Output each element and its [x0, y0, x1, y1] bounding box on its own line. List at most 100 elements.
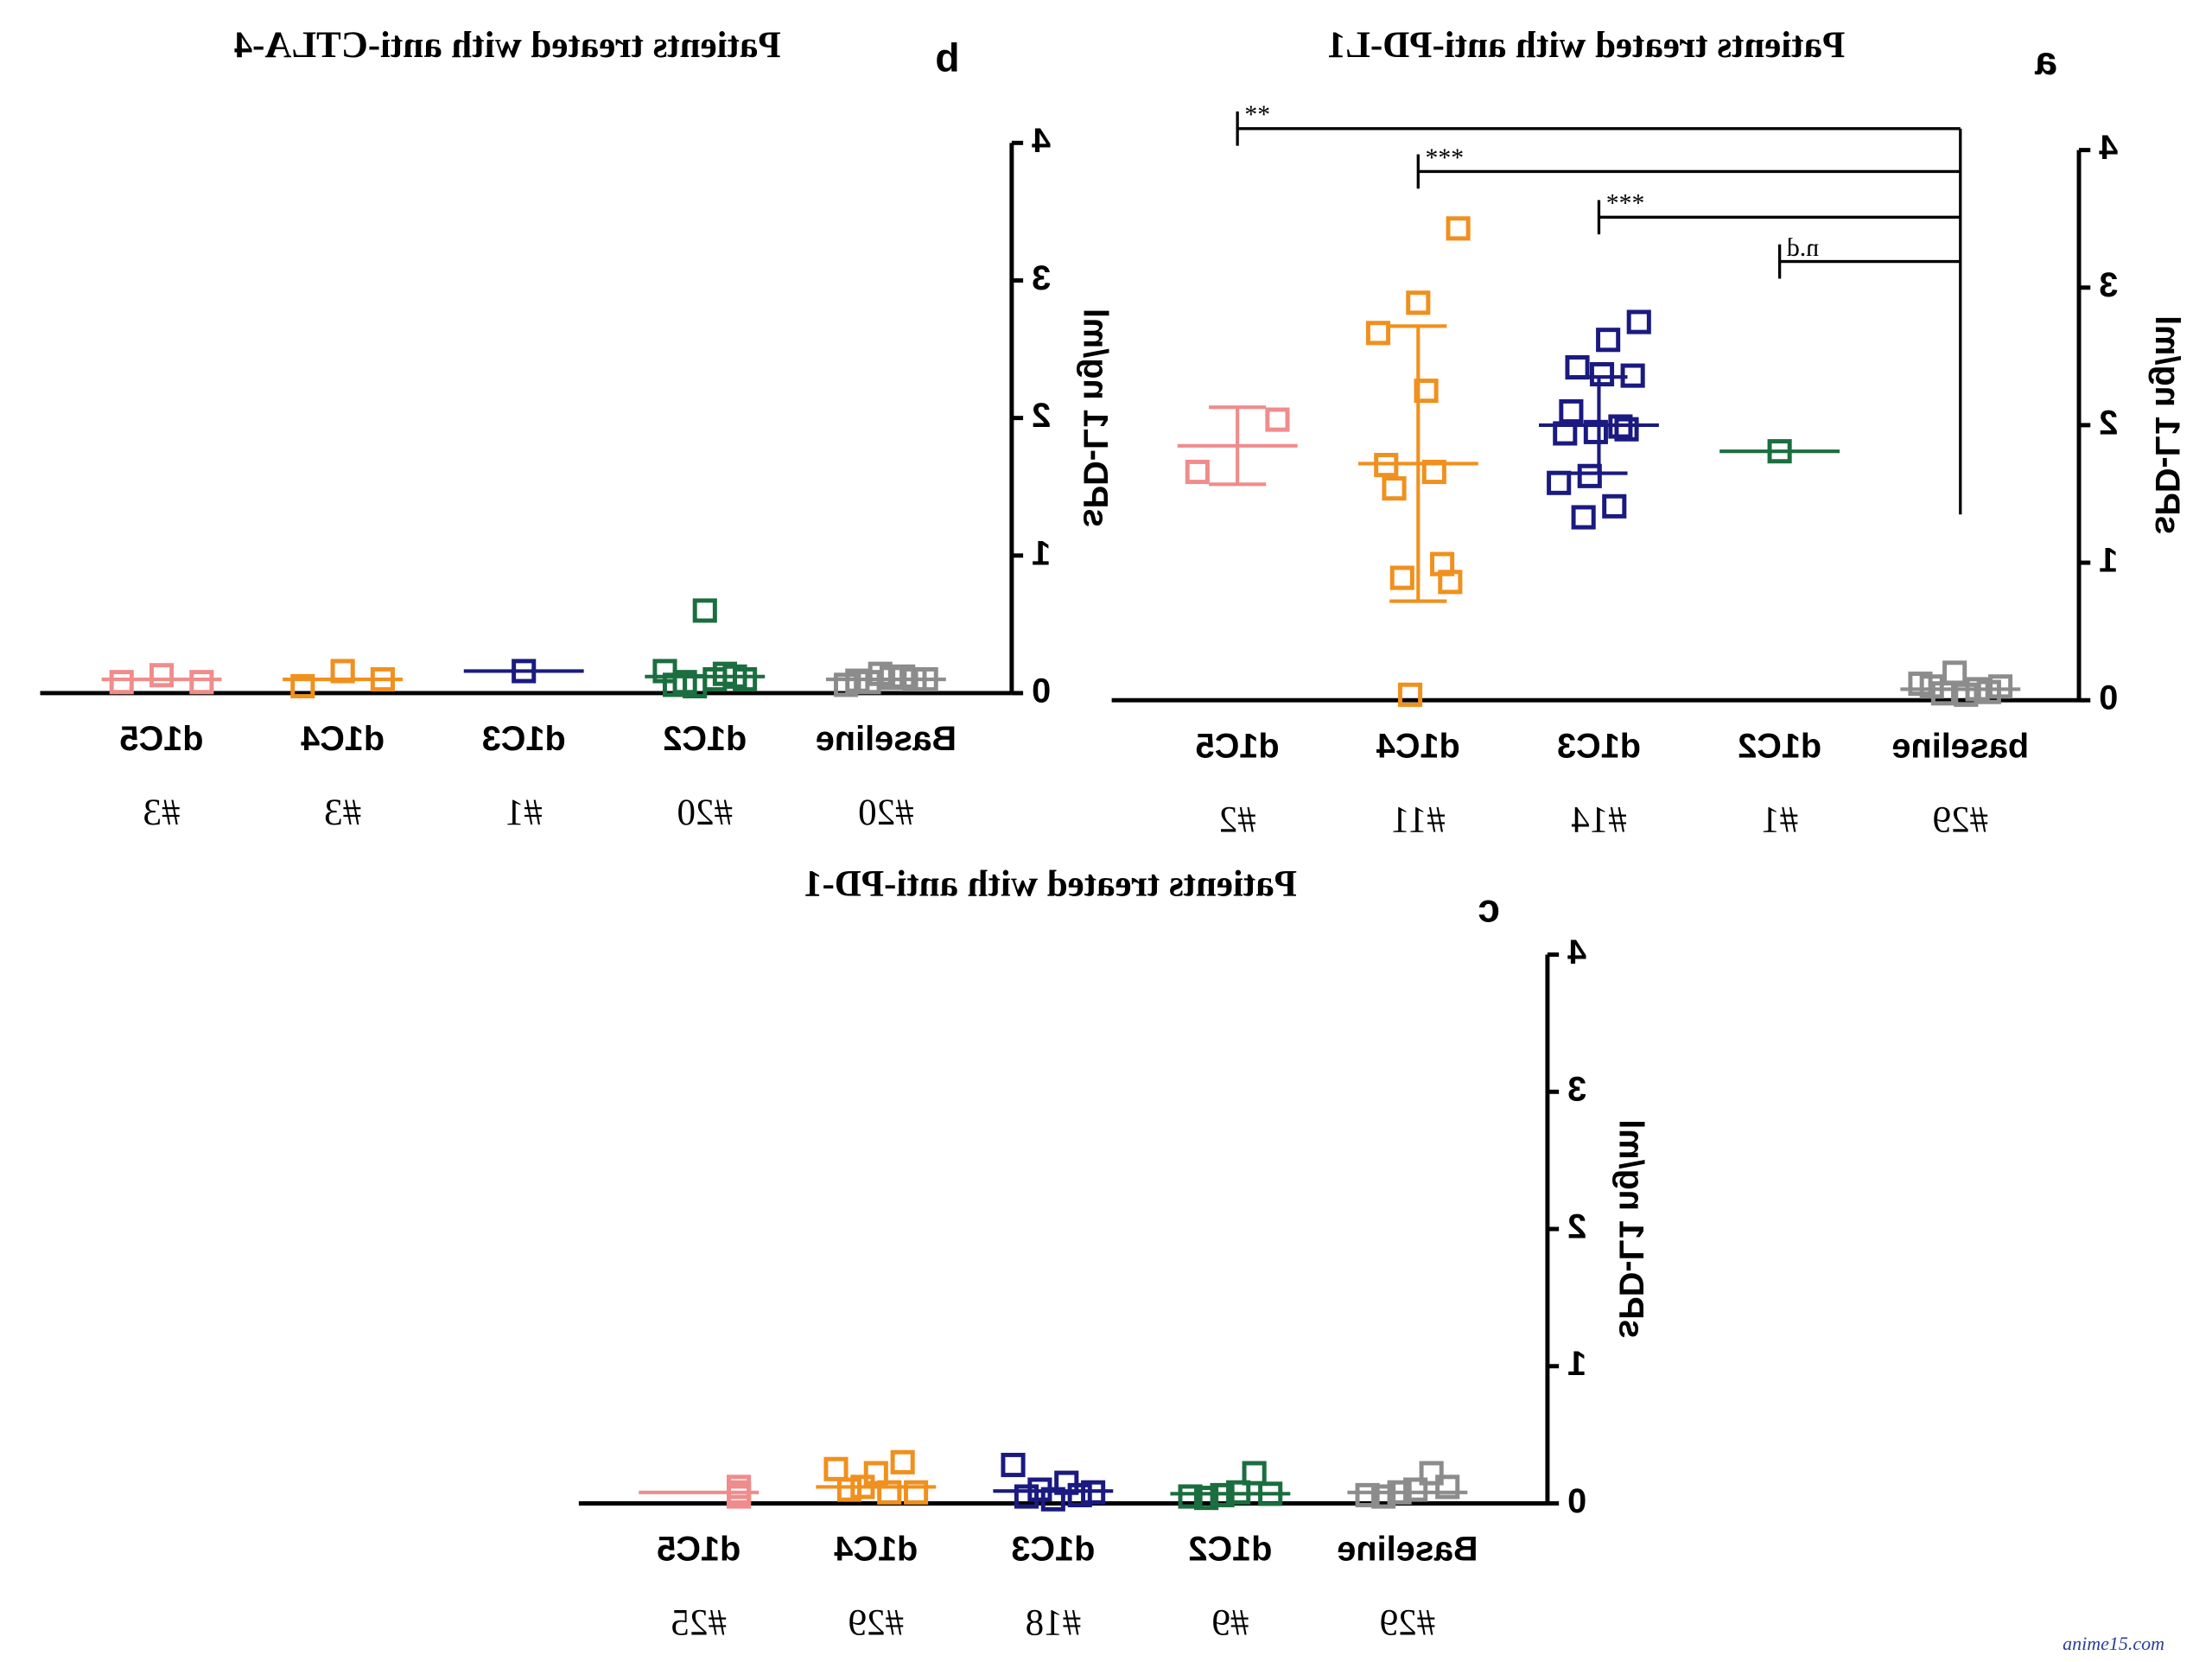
x-tick-label: d1C4 — [834, 1531, 918, 1569]
data-point — [1608, 414, 1633, 439]
y-tick-label: 2 — [1567, 1207, 1586, 1245]
y-axis-label: sPD-L1 ng/ml — [1612, 1119, 1650, 1338]
data-point — [109, 670, 134, 695]
data-point — [1419, 1461, 1444, 1486]
y-tick-label: 4 — [2099, 129, 2118, 167]
data-point — [1620, 363, 1645, 388]
y-axis-label: sPD-L1 ng/ml — [2148, 315, 2186, 535]
count-label: #1 — [1761, 799, 1798, 840]
data-point — [1446, 216, 1471, 241]
data-point — [1577, 463, 1602, 488]
data-point — [1589, 361, 1615, 387]
y-tick-label: 2 — [1032, 397, 1051, 435]
data-point — [1954, 682, 1979, 707]
data-point — [1553, 421, 1578, 446]
data-point — [1242, 1461, 1267, 1486]
y-tick-label: 0 — [2099, 679, 2118, 717]
y-axis-label: sPD-L1 ng/ml — [1077, 309, 1115, 528]
count-label: #20 — [858, 793, 913, 833]
data-point — [1438, 570, 1463, 595]
data-point — [1942, 660, 1967, 685]
x-tick-label: Baseline — [1337, 1531, 1478, 1569]
data-point — [1371, 1484, 1396, 1509]
data-point — [1626, 309, 1651, 334]
significance-label: *** — [1426, 143, 1465, 172]
data-point — [1226, 1480, 1251, 1505]
panel-title: Patients treated with anti-CTLA-4 — [234, 25, 781, 66]
data-point — [1178, 1484, 1203, 1509]
data-point — [1365, 321, 1391, 346]
panel-title: Patients treated with anti-PD-L1 — [1327, 25, 1846, 66]
data-point — [512, 659, 537, 684]
data-point — [1614, 417, 1639, 442]
data-point — [330, 659, 355, 684]
data-point — [290, 673, 315, 699]
y-tick-label: 1 — [1567, 1345, 1586, 1383]
x-tick-label: d1C5 — [120, 720, 204, 758]
significance-label: *** — [1606, 189, 1645, 218]
data-point — [1602, 494, 1627, 519]
count-label: #3 — [324, 793, 361, 833]
significance-label: ** — [1244, 100, 1270, 129]
x-tick-label: d1C3 — [1557, 727, 1641, 765]
data-point — [1435, 1474, 1460, 1500]
panel-title: Patients treated with anti-PD-1 — [804, 864, 1297, 905]
data-point — [189, 670, 214, 695]
count-label: #29 — [1380, 1603, 1435, 1644]
data-point — [1001, 1452, 1026, 1478]
data-point — [1583, 419, 1608, 444]
data-point — [149, 663, 175, 688]
data-point — [863, 1461, 888, 1486]
data-point — [1767, 439, 1792, 464]
data-point — [1258, 1481, 1283, 1506]
data-point — [1067, 1482, 1092, 1507]
y-tick-label: 0 — [1032, 672, 1051, 710]
y-tick-label: 0 — [1567, 1482, 1586, 1520]
data-point — [877, 1480, 902, 1505]
data-point — [1565, 355, 1590, 380]
x-tick-label: d1C3 — [1011, 1531, 1095, 1569]
count-label: #14 — [1571, 799, 1626, 840]
data-point — [1027, 1477, 1052, 1502]
data-point — [1355, 1482, 1380, 1507]
data-point — [1185, 459, 1210, 485]
count-label: #20 — [677, 793, 733, 833]
data-point — [727, 1474, 752, 1500]
data-point — [1403, 1477, 1428, 1502]
y-tick-label: 4 — [1032, 122, 1051, 160]
data-point — [1389, 565, 1414, 590]
data-point — [370, 666, 395, 692]
data-point — [1919, 674, 1944, 699]
data-point — [850, 1474, 875, 1500]
count-label: #29 — [849, 1603, 904, 1644]
x-tick-label: d1C4 — [1376, 727, 1460, 765]
data-point — [845, 668, 870, 693]
count-label: #9 — [1211, 1603, 1249, 1644]
data-point — [1976, 679, 2001, 704]
data-point — [1547, 470, 1572, 495]
data-point — [1421, 459, 1446, 485]
data-point — [702, 666, 728, 692]
data-point — [1054, 1470, 1079, 1495]
data-point — [1397, 682, 1423, 707]
data-point — [1382, 476, 1407, 501]
x-tick-label: baseline — [1891, 727, 2029, 765]
y-tick-label: 1 — [1032, 534, 1051, 572]
data-point — [1414, 379, 1439, 404]
data-point — [904, 1480, 929, 1505]
panel-label: a — [2034, 38, 2057, 83]
data-point — [1014, 1484, 1039, 1509]
x-tick-label: d1C4 — [301, 720, 385, 758]
x-tick-label: d1C3 — [482, 720, 566, 758]
data-point — [902, 666, 927, 692]
data-point — [890, 1449, 915, 1474]
y-tick-label: 4 — [1567, 933, 1586, 971]
x-tick-label: d1C2 — [1738, 727, 1821, 765]
significance-label: n.d — [1787, 233, 1819, 262]
count-label: #2 — [1219, 799, 1256, 840]
x-tick-label: d1C5 — [1196, 727, 1280, 765]
data-point — [1265, 407, 1290, 432]
data-point — [692, 598, 717, 623]
y-tick-label: 3 — [2099, 266, 2118, 304]
